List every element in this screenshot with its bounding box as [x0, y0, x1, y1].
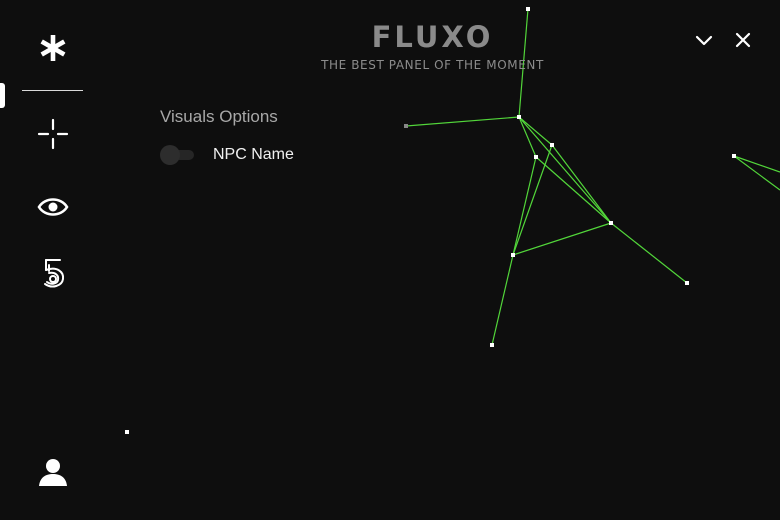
network-node: [609, 221, 613, 225]
sidebar-divider: [22, 90, 83, 91]
brand-title: FLUXO: [371, 20, 494, 54]
network-node: [526, 7, 530, 11]
profile-button[interactable]: [22, 450, 84, 494]
section-title: Visuals Options: [160, 107, 278, 126]
network-node: [125, 430, 129, 434]
network-node: [404, 124, 408, 128]
network-node: [550, 143, 554, 147]
crosshair-icon: [37, 118, 69, 150]
network-node: [511, 253, 515, 257]
sidebar-item-visuals[interactable]: [22, 185, 84, 229]
network-line: [610, 222, 688, 284]
close-button[interactable]: [730, 27, 756, 53]
user-icon: [39, 459, 67, 486]
network-line: [491, 254, 514, 346]
network-line: [512, 144, 553, 256]
network-line: [535, 156, 612, 224]
network-line: [405, 116, 520, 127]
network-line: [518, 116, 537, 158]
option-row-npc-name: NPC Name: [160, 144, 294, 166]
network-line: [512, 156, 537, 256]
network-node: [517, 115, 521, 119]
sidebar-item-general[interactable]: [22, 26, 84, 70]
sidebar-item-aim[interactable]: [22, 112, 84, 156]
network-node: [490, 343, 494, 347]
eye-icon: [37, 198, 69, 216]
toggle-track: [174, 150, 194, 160]
network-line: [512, 222, 612, 256]
sidebar-item-misc[interactable]: [22, 251, 84, 295]
toggle-knob: [160, 145, 180, 165]
badge-5-icon: [44, 259, 65, 288]
npc-name-label: NPC Name: [213, 146, 294, 163]
brand-subtitle: THE BEST PANEL OF THE MOMENT: [321, 58, 544, 72]
sidebar: [0, 0, 106, 520]
active-tab-marker: [0, 83, 5, 108]
network-line: [518, 116, 553, 146]
minimize-button[interactable]: [691, 27, 717, 53]
network-node: [732, 154, 736, 158]
network-node: [534, 155, 538, 159]
network-line: [733, 155, 780, 173]
chevron-down-icon: [695, 35, 713, 46]
network-node: [685, 281, 689, 285]
close-icon: [735, 32, 751, 48]
brand-header: FLUXO THE BEST PANEL OF THE MOMENT: [300, 20, 565, 72]
network-line: [551, 144, 612, 224]
asterisk-icon: [40, 35, 66, 61]
network-line: [518, 116, 612, 224]
network-line: [733, 155, 780, 191]
npc-name-toggle[interactable]: [160, 144, 194, 166]
